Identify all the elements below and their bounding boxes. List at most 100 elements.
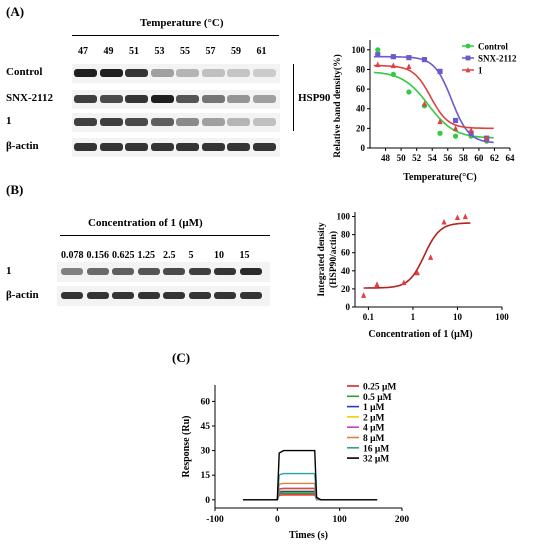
y-axis-label-unit: (HSP90/actin) — [328, 231, 339, 288]
panel-c-label: (C) — [172, 350, 191, 365]
x-tick-label: 100 — [333, 515, 348, 525]
legend-label: 0.25 μM — [363, 383, 396, 393]
blot-row-label: β-actin — [6, 289, 39, 301]
concentration-lane-label: 10 — [214, 250, 224, 261]
x-tick-label: 100 — [495, 312, 509, 322]
x-tick-label: 1 — [411, 312, 416, 322]
temperature-header: Temperature (°C) — [140, 17, 224, 29]
data-point — [390, 62, 396, 69]
sensorgram-line — [243, 472, 378, 501]
y-tick-label: 60 — [201, 397, 211, 407]
y-axis-label: Relative band density(%) — [332, 54, 343, 157]
y-tick-label: 0 — [361, 143, 366, 153]
data-point — [452, 125, 459, 131]
concentration-lane-label: 1.25 — [137, 250, 156, 261]
data-point — [452, 117, 459, 124]
temperature-lane-label: 57 — [205, 46, 216, 57]
blot-band — [125, 143, 148, 151]
blot-band — [99, 69, 123, 77]
dose-response-chart: 0 20 40 60 80 100 0.1 1 10 100 Concentration of 1 … — [317, 212, 509, 340]
legend-label: 0.5 μM — [363, 393, 392, 403]
temperature-lane-label: 51 — [129, 46, 139, 57]
temperature-lane-label: 55 — [180, 46, 190, 57]
data-point — [437, 118, 443, 125]
y-tick-label: 40 — [341, 266, 351, 276]
data-point — [465, 43, 471, 49]
x-tick-label: 0 — [275, 515, 280, 525]
x-tick-label: 200 — [395, 515, 410, 525]
blot-band — [176, 69, 199, 77]
blot-band — [99, 143, 123, 151]
data-point — [452, 133, 459, 139]
data-point — [401, 279, 407, 286]
y-tick-label: 0 — [346, 302, 351, 312]
blot-band — [252, 143, 276, 151]
data-point — [465, 67, 471, 73]
blot-band — [252, 95, 276, 103]
y-tick-label: 60 — [356, 84, 366, 94]
temperature-lane-label: 59 — [231, 46, 241, 57]
temperature-lane-label: 49 — [103, 46, 114, 57]
data-point — [361, 292, 367, 298]
y-tick-label: 80 — [356, 64, 366, 74]
x-tick-label: 64 — [506, 153, 516, 163]
blot-band — [176, 95, 199, 103]
panel-b-label: (B) — [6, 182, 24, 197]
blot-band — [252, 118, 276, 126]
blot-band — [61, 268, 83, 275]
data-point — [390, 54, 396, 60]
blot-band — [239, 268, 262, 275]
blot-band — [112, 292, 134, 299]
data-point — [406, 63, 412, 70]
data-point — [390, 71, 396, 77]
concentration-lane-label: 2.5 — [163, 250, 176, 261]
y-tick-label: 0 — [205, 496, 210, 506]
x-tick-label: 56 — [443, 153, 453, 163]
panel-a-label: (A) — [6, 4, 25, 19]
data-point — [428, 254, 434, 260]
data-point — [465, 55, 471, 61]
data-point — [462, 213, 468, 220]
blot-band — [74, 143, 97, 151]
data-point — [375, 47, 381, 53]
blot-row-label: Control — [6, 66, 43, 78]
blot-band — [150, 118, 174, 126]
x-tick-label: 62 — [490, 153, 500, 163]
blot-band — [201, 143, 225, 151]
data-point — [437, 68, 443, 75]
x-axis-label: Times (s) — [289, 530, 328, 541]
blot-band — [74, 95, 97, 103]
x-axis-label: Temperature(°C) — [403, 172, 476, 183]
concentration-header: Concentration of 1 (μM) — [88, 217, 203, 229]
blot-band — [125, 69, 148, 77]
data-point — [421, 100, 428, 107]
temperature-lane-label: 47 — [78, 46, 88, 57]
data-point — [468, 127, 474, 133]
blot-band — [163, 268, 185, 275]
x-axis-label: Concentration of 1 (μM) — [368, 329, 472, 340]
data-point — [375, 52, 381, 58]
sensorgram-line — [243, 494, 378, 501]
sensorgram-line — [243, 449, 378, 501]
blot-band — [137, 268, 160, 275]
legend-label: 8 μM — [363, 434, 385, 444]
blot-band — [214, 292, 236, 299]
y-tick-label: 100 — [352, 45, 366, 55]
data-point — [421, 57, 428, 63]
data-point — [454, 214, 461, 221]
x-tick-label: -100 — [206, 515, 224, 525]
temperature-lane-label: 53 — [154, 46, 165, 57]
blot-band — [74, 69, 97, 77]
x-tick-label: 52 — [412, 153, 422, 163]
x-tick-label: 58 — [459, 153, 469, 163]
concentration-lane-label: 0.078 — [61, 250, 84, 261]
hsp90-bracket-label: HSP90 — [298, 92, 331, 104]
x-tick-label: 50 — [397, 153, 407, 163]
blot-band — [137, 292, 160, 299]
blot-band — [99, 95, 123, 103]
blot-band — [86, 268, 109, 275]
spr-sensorgram-chart: 0 15 30 45 60 -100 0 100 200 Times (s) Response (R… — [181, 383, 410, 542]
y-tick-label: 60 — [341, 248, 351, 258]
blot-band — [188, 268, 211, 275]
blot-band — [86, 292, 109, 299]
